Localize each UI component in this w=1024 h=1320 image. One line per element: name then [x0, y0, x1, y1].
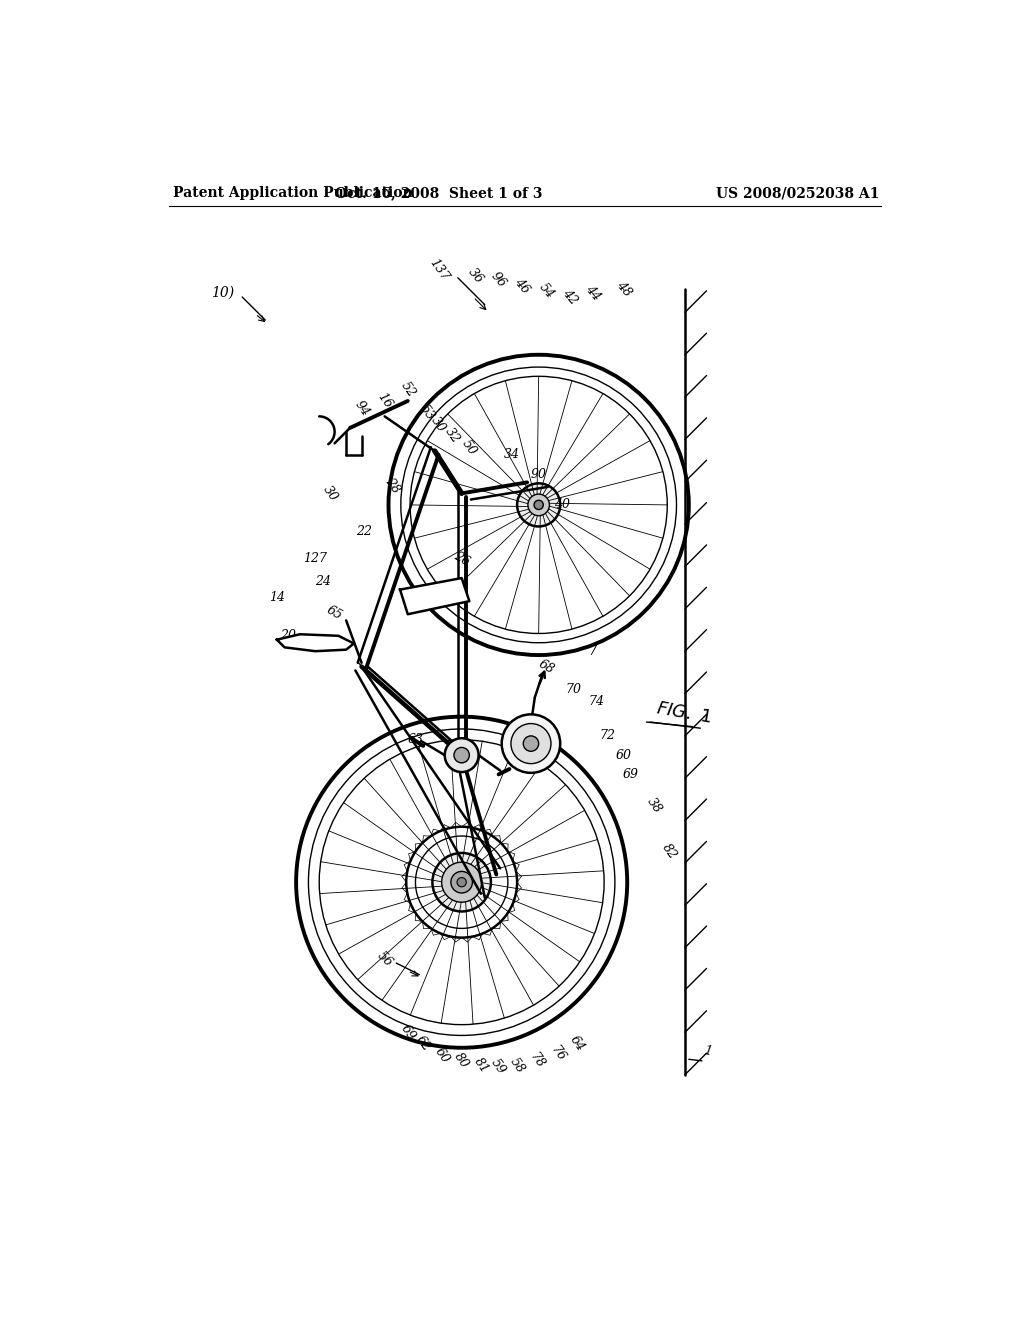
Circle shape — [517, 483, 560, 527]
Text: 68: 68 — [537, 657, 556, 676]
Text: 81: 81 — [471, 1055, 490, 1076]
Text: 16: 16 — [375, 391, 394, 412]
Text: 50: 50 — [460, 437, 479, 458]
Circle shape — [441, 862, 481, 903]
Text: 32: 32 — [442, 425, 462, 446]
Text: 44: 44 — [583, 282, 603, 304]
Text: 34: 34 — [504, 449, 520, 462]
Text: 58: 58 — [507, 1055, 527, 1076]
Text: 48: 48 — [613, 279, 634, 300]
Text: 78: 78 — [527, 1051, 547, 1071]
Text: Oct. 16, 2008  Sheet 1 of 3: Oct. 16, 2008 Sheet 1 of 3 — [335, 186, 543, 201]
Polygon shape — [276, 635, 354, 651]
Text: 22: 22 — [356, 525, 372, 539]
Circle shape — [523, 737, 539, 751]
Circle shape — [457, 878, 466, 887]
Text: 76: 76 — [548, 1043, 568, 1064]
Text: 30: 30 — [321, 483, 341, 504]
Circle shape — [535, 500, 544, 510]
Text: Patent Application Publication: Patent Application Publication — [173, 186, 413, 201]
Text: 30: 30 — [429, 413, 449, 434]
Text: 127: 127 — [303, 552, 328, 565]
Text: 82: 82 — [659, 841, 680, 862]
Text: 28: 28 — [382, 475, 402, 496]
Text: 64: 64 — [567, 1034, 587, 1055]
Text: 62: 62 — [414, 1034, 433, 1055]
Circle shape — [432, 853, 490, 911]
Circle shape — [454, 747, 469, 763]
Text: 74: 74 — [589, 694, 604, 708]
Circle shape — [511, 723, 551, 763]
Text: 60: 60 — [432, 1045, 453, 1065]
Text: 38: 38 — [644, 795, 665, 816]
Text: 7: 7 — [589, 644, 597, 657]
Text: $\it{FIG.\ 1}$: $\it{FIG.\ 1}$ — [654, 700, 713, 726]
Text: 94: 94 — [351, 399, 372, 418]
Text: 56: 56 — [375, 949, 395, 969]
Text: US 2008/0252038 A1: US 2008/0252038 A1 — [716, 186, 880, 201]
Circle shape — [444, 738, 478, 772]
Text: 69: 69 — [398, 1022, 418, 1043]
Text: 46: 46 — [512, 275, 531, 296]
Text: 24: 24 — [315, 576, 331, 589]
Text: 63: 63 — [408, 733, 424, 746]
Text: 42: 42 — [559, 286, 580, 308]
Text: 53: 53 — [417, 403, 437, 422]
Polygon shape — [400, 578, 469, 614]
Text: 1: 1 — [703, 1044, 713, 1059]
Text: 70: 70 — [565, 684, 582, 696]
Text: 54: 54 — [537, 281, 556, 301]
Text: 36: 36 — [465, 265, 485, 285]
Text: 60: 60 — [615, 748, 632, 762]
Text: 14: 14 — [269, 591, 285, 603]
Circle shape — [528, 494, 550, 516]
Circle shape — [502, 714, 560, 774]
Text: 96: 96 — [488, 269, 509, 290]
Text: 52: 52 — [398, 379, 418, 400]
Text: 40: 40 — [554, 499, 569, 511]
Text: 10): 10) — [211, 286, 234, 300]
Text: 59: 59 — [488, 1057, 509, 1077]
Text: 137: 137 — [426, 256, 451, 284]
Text: 90: 90 — [530, 467, 547, 480]
Circle shape — [451, 871, 472, 892]
Text: 65: 65 — [325, 603, 345, 622]
Text: 26: 26 — [452, 549, 472, 569]
Text: 20: 20 — [281, 630, 296, 643]
Text: 72: 72 — [600, 730, 616, 742]
Text: 69: 69 — [623, 768, 639, 781]
Text: 80: 80 — [452, 1051, 472, 1071]
